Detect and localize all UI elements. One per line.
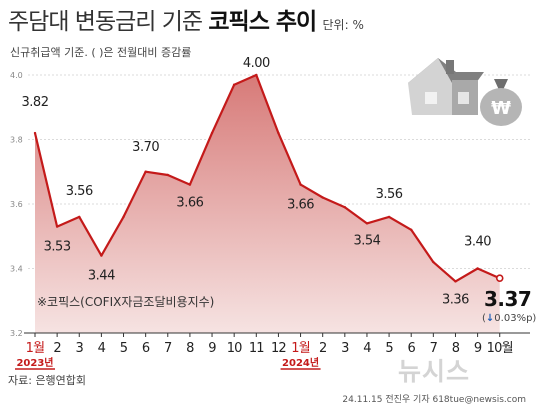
data-point [188, 183, 192, 186]
data-point [78, 215, 81, 219]
data-point [321, 196, 324, 199]
data-point [277, 131, 280, 135]
data-label: 3.56 [376, 187, 403, 202]
x-tick-label: 9 [474, 341, 482, 356]
x-tick-label: 6 [142, 341, 150, 356]
latest-change: (↓0.03%p) [482, 313, 536, 324]
x-tick-label: 12 [271, 341, 286, 356]
x-tick-label: 6 [407, 341, 415, 356]
x-tick-label: 3 [341, 341, 349, 356]
x-tick-label: 3 [76, 341, 84, 356]
credit-label: 24.11.15 전진우 기자 618tue@newsis.com [342, 395, 526, 405]
data-label: 3.66 [176, 196, 203, 211]
watermark-logo: 뉴시스 [398, 357, 471, 386]
x-tick-label: 11 [249, 341, 264, 356]
x-tick-label: 5 [120, 341, 128, 356]
house-moneybag-illustration: ₩ [408, 58, 522, 126]
x-tick-label: 7 [164, 341, 172, 356]
x-tick-label: 10월 [487, 341, 513, 356]
year-label: 2023년 [16, 356, 53, 369]
y-tick-label: 3.6 [10, 200, 23, 209]
x-tick-label: 4 [363, 341, 371, 356]
year-label: 2024년 [282, 356, 319, 369]
cofix-note: ※코픽스(COFIX자금조달비용지수) [37, 295, 215, 309]
data-label: 3.66 [287, 198, 314, 213]
data-point [387, 215, 391, 219]
x-tick-label: 2 [319, 341, 326, 356]
data-point [432, 260, 435, 264]
data-point [454, 280, 457, 283]
money-bag-icon: ₩ [480, 79, 522, 126]
y-tick-label: 3.2 [10, 329, 23, 338]
data-point [100, 254, 103, 257]
data-label: 4.00 [243, 56, 270, 71]
data-label: 3.44 [88, 269, 115, 284]
x-tick-label: 10 [227, 341, 242, 356]
y-tick-label: 4.0 [10, 71, 23, 80]
x-tick-label: 8 [186, 341, 194, 356]
data-point [232, 83, 236, 86]
data-point-latest [495, 274, 504, 282]
data-point [33, 131, 37, 135]
x-tick-label: 2 [53, 341, 60, 356]
data-label: 3.36 [442, 292, 469, 307]
x-tick-label: 8 [452, 341, 460, 356]
data-point [410, 228, 413, 231]
svg-text:₩: ₩ [491, 98, 511, 119]
y-tick-label: 3.4 [10, 265, 23, 274]
series-line [33, 73, 501, 283]
chart-title: 주담대 변동금리 기준 코픽스 추이 단위: % [8, 9, 364, 35]
data-point [122, 215, 125, 219]
x-tick-label: 9 [208, 341, 216, 356]
y-tick-label: 3.8 [10, 136, 23, 145]
x-tick-label: 5 [385, 341, 393, 356]
data-point [210, 131, 214, 135]
house-icon [408, 58, 484, 115]
chart-title-bold: 코픽스 추이 [208, 9, 317, 35]
data-point [166, 173, 169, 177]
x-tick-label: 1월 [26, 341, 45, 356]
x-tick-label: 7 [430, 341, 438, 356]
data-label: 3.40 [464, 235, 491, 250]
x-tick-label: 4 [98, 341, 106, 356]
area-fill [35, 75, 500, 333]
data-point [365, 222, 369, 225]
data-point [476, 267, 479, 270]
data-label: 3.70 [132, 140, 159, 155]
unit-label: 단위: % [322, 18, 364, 32]
data-point [55, 225, 59, 228]
data-label: 3.53 [44, 240, 71, 255]
data-label: 3.82 [22, 95, 49, 110]
data-point [299, 183, 302, 186]
data-point [144, 170, 147, 173]
data-label: 3.56 [66, 184, 93, 199]
down-arrow-icon: ↓ [485, 313, 495, 324]
source-label: 자료: 은행연합회 [8, 374, 87, 387]
data-point [343, 206, 347, 209]
latest-value: 3.37 [484, 287, 532, 311]
data-point [255, 73, 258, 77]
data-label: 3.54 [353, 233, 380, 248]
chart-subtitle: 신규취급액 기준. ( )은 전월대비 증감률 [10, 46, 192, 59]
x-tick-label: 1월 [291, 341, 310, 356]
